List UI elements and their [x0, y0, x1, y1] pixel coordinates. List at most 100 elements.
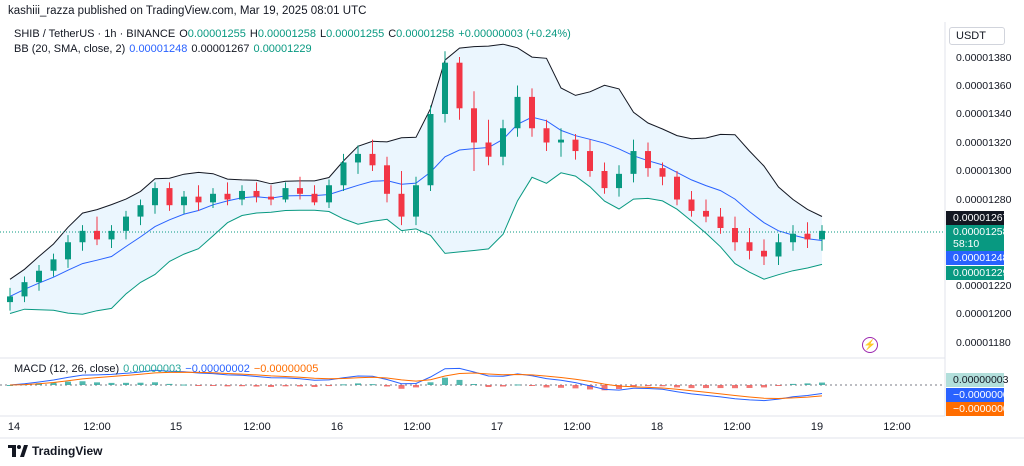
bb-legend[interactable]: BB (20, SMA, close, 2) 0.00001248 0.0000…: [14, 43, 312, 55]
time-tick: 12:00: [83, 421, 111, 433]
macd-hist-bar: [413, 385, 419, 388]
candle-body: [543, 128, 550, 143]
bb-upper-line: [9, 43, 823, 280]
footer-brand[interactable]: TradingView: [8, 444, 102, 458]
macd-hist-bar: [775, 385, 782, 386]
macd-hist-bar: [645, 385, 651, 387]
lightning-icon[interactable]: ⚡: [862, 337, 878, 353]
last-price-value: 0.00001258: [953, 226, 1009, 238]
macd-hist-bar: [732, 385, 738, 389]
macd-hist-bar: [50, 382, 57, 385]
macd-hist-bar: [224, 385, 231, 387]
macd-legend-label: MACD (12, 26, close): [14, 363, 120, 375]
candle-body: [659, 168, 666, 177]
candle-body: [645, 151, 651, 169]
time-tick: 18: [650, 421, 664, 433]
candle-body: [79, 230, 86, 243]
price-tick: 0.00001380: [956, 52, 1012, 64]
candle-body: [65, 242, 71, 260]
bb-lower-badge: 0.00001229: [946, 266, 1008, 280]
price-tick: 0.00001340: [956, 108, 1012, 120]
candle-body: [210, 193, 216, 203]
candle-body: [268, 196, 274, 200]
macd-hist-bar: [166, 383, 173, 385]
candle-body: [340, 162, 347, 186]
bar-countdown: 58:10: [953, 238, 980, 250]
macd-hist-bar: [195, 385, 202, 386]
macd-hist-bar: [340, 384, 347, 386]
symbol-legend[interactable]: SHIB / TetherUS · 1h · BINANCE O 0.000012…: [14, 28, 571, 40]
macd-hist-bar: [761, 385, 767, 388]
macd-hist-bar: [79, 381, 86, 385]
macd-hist-bar: [529, 385, 535, 386]
macd-hist-bar: [311, 385, 318, 388]
high-label: H: [249, 28, 258, 40]
candle-body: [456, 62, 463, 109]
macd-legend[interactable]: MACD (12, 26, close) 0.00000003 −0.00000…: [14, 363, 318, 375]
macd-hist-bar: [326, 385, 332, 387]
macd-legend-signal: −0.00000005: [253, 363, 319, 375]
price-tick: 0.00001220: [956, 280, 1012, 292]
macd-hist-bar: [746, 385, 753, 388]
candle-body: [587, 151, 593, 171]
candle-body: [326, 185, 332, 203]
currency-button[interactable]: USDT: [949, 27, 1005, 45]
macd-line: [9, 367, 823, 402]
macd-hist-bar: [703, 385, 709, 389]
time-tick: 14: [7, 421, 21, 433]
macd-hist-bar: [239, 385, 245, 387]
macd-hist-bar: [210, 385, 216, 386]
candle-body: [384, 165, 390, 194]
tradingview-logo-icon: [8, 445, 28, 457]
macd-hist-bar: [688, 385, 695, 389]
candle-body: [181, 196, 187, 206]
candle-body: [500, 128, 506, 157]
price-tick: 0.00001180: [956, 337, 1011, 349]
macd-signal-badge: −0.00000005: [946, 402, 1015, 416]
macd-hist-bar: [804, 383, 811, 385]
time-tick: 12:00: [243, 421, 271, 433]
candle-body: [804, 233, 811, 240]
macd-hist-bar: [181, 384, 187, 386]
macd-hist-bar: [819, 382, 825, 385]
macd-hist-bar: [558, 385, 564, 388]
price-tick: 0.00001300: [956, 165, 1012, 177]
macd-hist-bar: [268, 385, 274, 387]
macd-hist-bar: [717, 385, 724, 389]
symbol-name: SHIB / TetherUS · 1h · BINANCE: [14, 28, 176, 40]
footer-brand-label: TradingView: [32, 444, 103, 458]
macd-histogram: [7, 377, 825, 391]
macd-hist-bar: [65, 381, 71, 385]
time-tick: 12:00: [403, 421, 431, 433]
macd-hist-bar: [572, 385, 579, 389]
macd-hist-bar: [94, 382, 100, 385]
candle-body: [123, 216, 129, 231]
macd-hist-bar: [500, 385, 506, 387]
candle-body: [471, 108, 477, 143]
candle-body: [398, 193, 405, 217]
macd-hist-bar: [442, 377, 448, 385]
candle-body: [790, 233, 796, 243]
candle-body: [224, 193, 231, 200]
candle-body: [732, 228, 738, 243]
time-tick: 17: [490, 421, 504, 433]
macd-hist-bar: [630, 385, 637, 387]
time-tick: 12:00: [883, 421, 911, 433]
bb-lower-value: 0.00001229: [253, 43, 312, 55]
candle-body: [282, 188, 289, 200]
macd-hist-bar: [601, 385, 608, 391]
low-label: L: [319, 28, 327, 40]
candle-body: [253, 190, 260, 197]
candle-body: [514, 96, 521, 129]
candle-body: [601, 171, 608, 189]
publisher-line: kashiii_razza published on TradingView.c…: [8, 5, 367, 17]
candle-body: [369, 153, 376, 166]
macd-hist-badge: 0.00000003: [946, 373, 1008, 387]
candle-body: [485, 142, 492, 157]
macd-legend-hist: 0.00000003: [123, 363, 182, 375]
candle-body: [94, 230, 100, 240]
candle-body: [152, 188, 158, 206]
candle-body: [674, 176, 680, 200]
candle-body: [746, 242, 753, 251]
